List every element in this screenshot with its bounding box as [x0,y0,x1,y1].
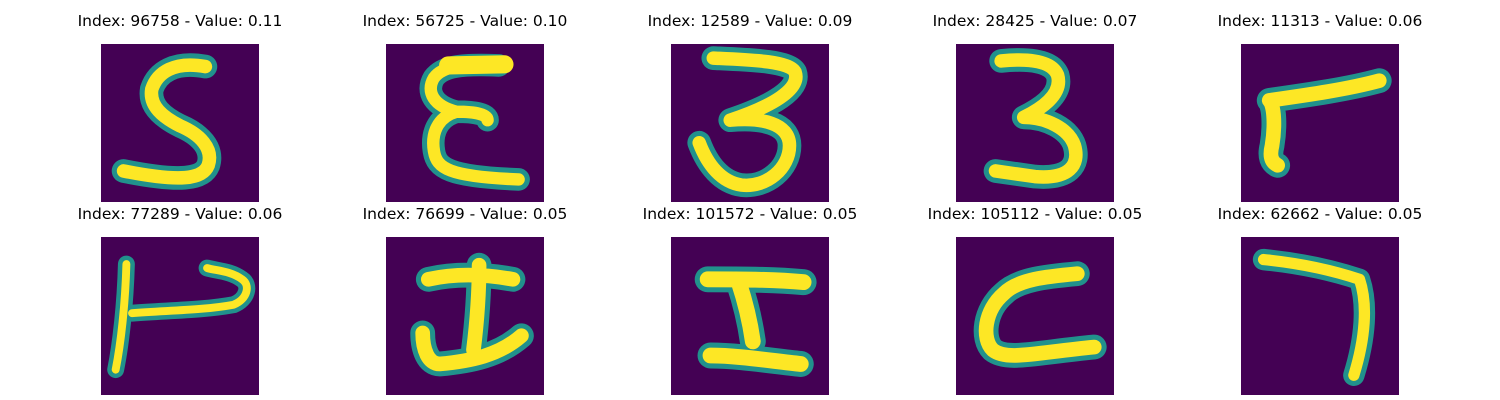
panel-9: Index: 105112 - Value: 0.05 [915,203,1155,395]
panel-1: Index: 96758 - Value: 0.11 [60,10,300,202]
glyph-c-icon [956,237,1114,395]
glyph-5-icon [101,44,259,202]
glyph-3-icon [671,44,829,202]
panel-image [1241,237,1399,395]
panel-7: Index: 76699 - Value: 0.05 [345,203,585,395]
glyph-i-icon [386,237,544,395]
panel-4: Index: 28425 - Value: 0.07 [915,10,1155,202]
panel-title: Index: 11313 - Value: 0.06 [1217,12,1423,30]
panel-5: Index: 11313 - Value: 0.06 [1200,10,1440,202]
panel-image [671,237,829,395]
panel-image [671,44,829,202]
panel-image [1241,44,1399,202]
panel-image [101,237,259,395]
glyph-3-icon [956,44,1114,202]
panel-8: Index: 101572 - Value: 0.05 [630,203,870,395]
panel-title: Index: 77289 - Value: 0.06 [77,205,283,223]
panel-3: Index: 12589 - Value: 0.09 [630,10,870,202]
panel-image [101,44,259,202]
panel-title: Index: 76699 - Value: 0.05 [362,205,568,223]
glyph-rotated-7-icon [1241,44,1399,202]
panel-image [386,237,544,395]
panel-title: Index: 105112 - Value: 0.05 [927,205,1143,223]
panel-image [956,237,1114,395]
glyph-hook-icon [101,237,259,395]
panel-title: Index: 56725 - Value: 0.10 [362,12,568,30]
panel-2: Index: 56725 - Value: 0.10 [345,10,585,202]
panel-title: Index: 12589 - Value: 0.09 [647,12,853,30]
glyph-7-icon [1241,237,1399,395]
panel-10: Index: 62662 - Value: 0.05 [1200,203,1440,395]
panel-6: Index: 77289 - Value: 0.06 [60,203,300,395]
glyph-e-icon [386,44,544,202]
panel-title: Index: 96758 - Value: 0.11 [77,12,283,30]
panel-image [956,44,1114,202]
panel-title: Index: 62662 - Value: 0.05 [1217,205,1423,223]
panel-title: Index: 101572 - Value: 0.05 [642,205,858,223]
glyph-i-icon [671,237,829,395]
panel-image [386,44,544,202]
panel-title: Index: 28425 - Value: 0.07 [932,12,1138,30]
